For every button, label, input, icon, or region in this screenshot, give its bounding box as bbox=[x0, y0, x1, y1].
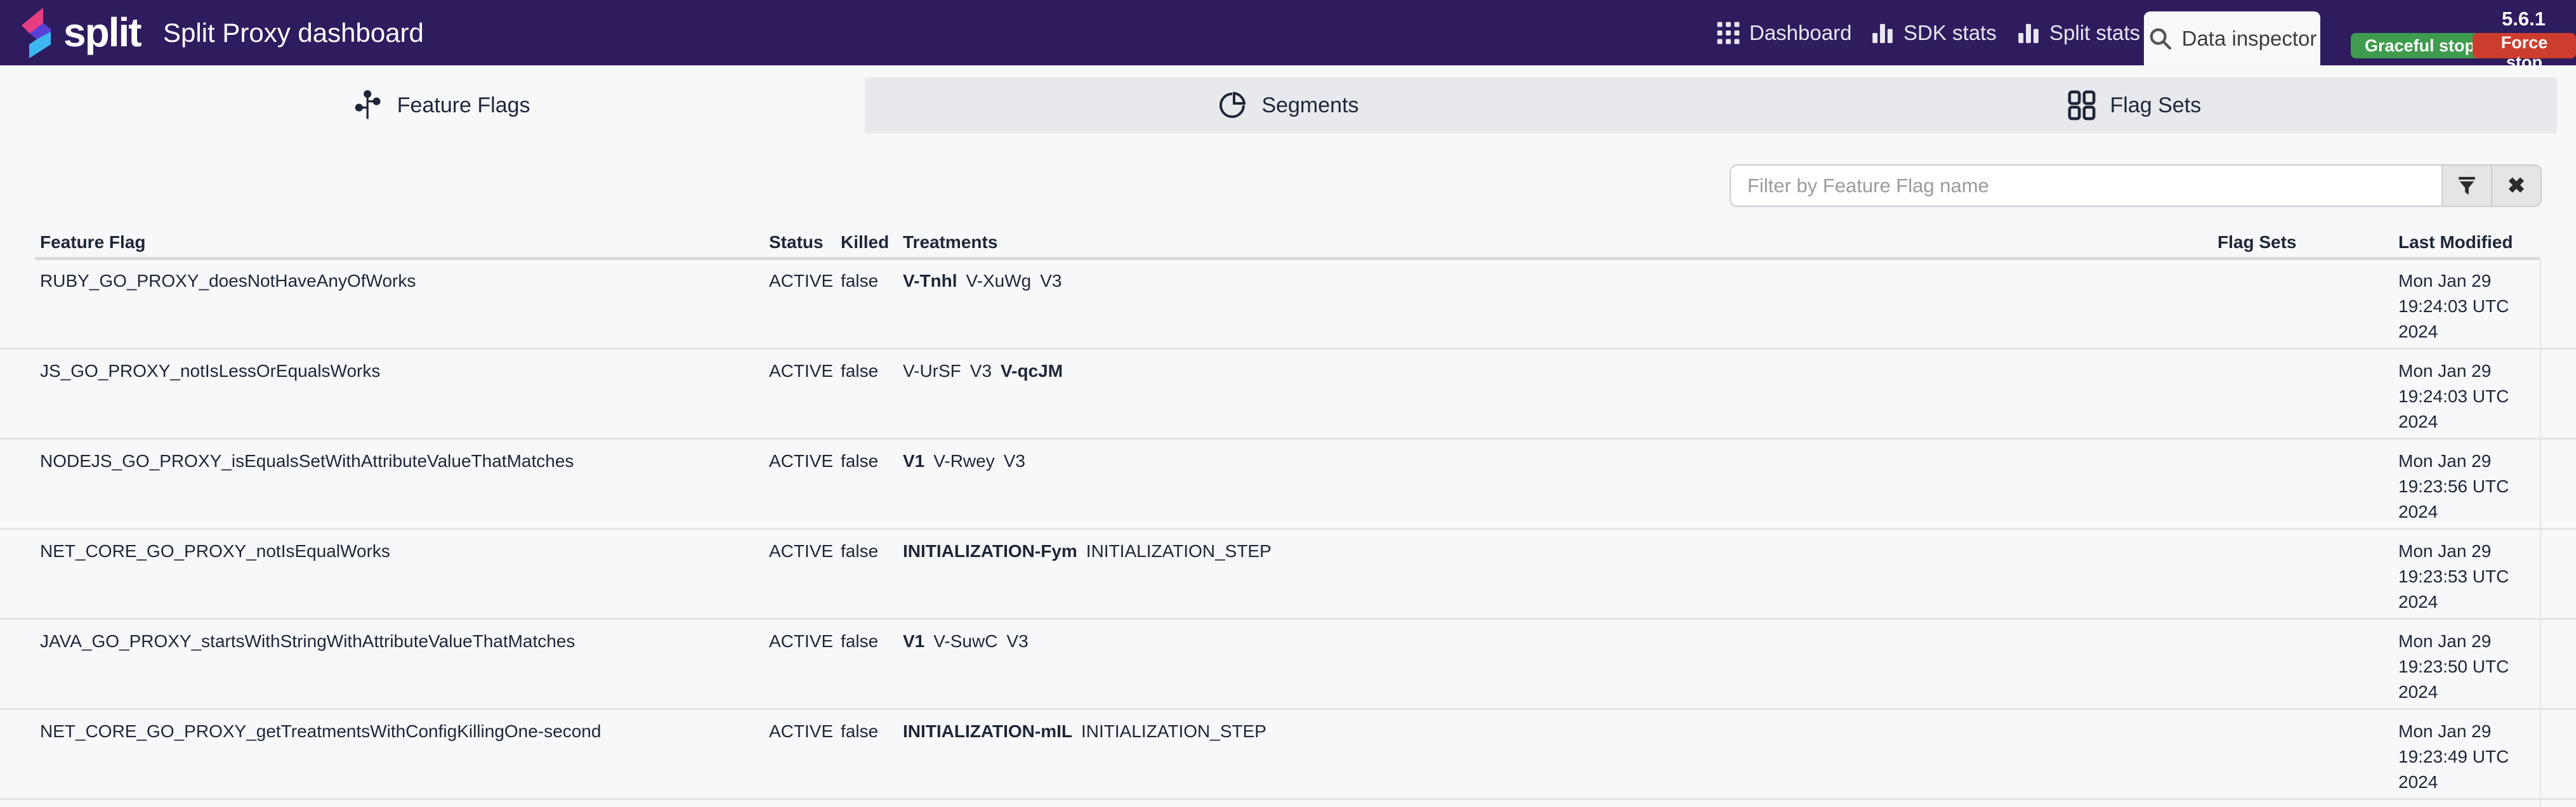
killed-value: false bbox=[841, 631, 879, 651]
feature-flag-name: NET_CORE_GO_PROXY_notIsEqualWorks bbox=[40, 541, 390, 561]
treatments-cell: V1 V-Rwey V3 bbox=[903, 449, 1034, 474]
table-row: NET_CORE_GO_PROXY_notIsEqualWorks ACTIVE f… bbox=[0, 530, 2576, 620]
table-header-divider bbox=[35, 257, 2540, 260]
treatment-token: V-SuwC bbox=[933, 631, 998, 651]
treatment-token: V3 bbox=[1003, 451, 1025, 471]
treatment-token: V-XuWg bbox=[966, 271, 1032, 291]
branch-icon bbox=[355, 90, 381, 119]
nav-label: SDK stats bbox=[1903, 20, 1997, 44]
grid-2x2-icon bbox=[2068, 90, 2095, 121]
treatment-token: INITIALIZATION-Fym bbox=[903, 541, 1077, 561]
table-header-row: Feature Flag Status Killed Treatments Fl… bbox=[0, 221, 2576, 257]
version-label: 5.6.1 bbox=[2502, 8, 2546, 30]
tab-label: Segments bbox=[1261, 93, 1359, 117]
nav-item-dashboard[interactable]: Dashboard bbox=[1716, 0, 1851, 65]
status-value: ACTIVE bbox=[769, 541, 834, 561]
column-header-feature-flag: Feature Flag bbox=[40, 232, 146, 252]
treatments-cell: V-UrSF V3 V-qcJM bbox=[903, 358, 1072, 384]
treatments-cell: INITIALIZATION-Fym INITIALIZATION_STEP bbox=[903, 539, 1280, 564]
last-modified-cell: Mon Jan 29 19:24:03 UTC 2024 bbox=[2398, 271, 2509, 341]
treatment-token: INITIALIZATION-mIL bbox=[903, 721, 1072, 741]
section-tabs: Feature Flags Segments Flag Sets bbox=[19, 77, 2557, 133]
close-icon: ✖ bbox=[2507, 173, 2526, 198]
killed-value: false bbox=[841, 721, 879, 741]
feature-flag-name: NET_CORE_GO_PROXY_getTreatmentsWithConfi… bbox=[40, 721, 601, 741]
killed-value: false bbox=[841, 271, 879, 291]
funnel-icon bbox=[2459, 176, 2475, 195]
status-value: ACTIVE bbox=[769, 271, 834, 291]
column-header-status: Status bbox=[769, 232, 824, 252]
nav-label: Data inspector bbox=[2181, 26, 2317, 50]
clear-filter-button[interactable]: ✖ bbox=[2491, 166, 2540, 206]
grid-icon bbox=[1717, 22, 1740, 44]
feature-flag-filter-group: ✖ bbox=[1730, 164, 2542, 207]
treatment-token: V1 bbox=[903, 451, 925, 471]
treatment-token: V-UrSF bbox=[903, 361, 961, 381]
column-header-killed: Killed bbox=[841, 232, 890, 252]
tab-segments[interactable]: Segments bbox=[865, 77, 1711, 133]
treatment-token: V3 bbox=[1006, 631, 1028, 651]
column-header-treatments: Treatments bbox=[903, 232, 998, 252]
tab-flag-sets[interactable]: Flag Sets bbox=[1711, 77, 2557, 133]
killed-value: false bbox=[841, 541, 879, 561]
nav-label: Dashboard bbox=[1749, 20, 1852, 44]
top-header: split Split Proxy dashboard Dashboard SD… bbox=[0, 0, 2576, 72]
treatment-token: INITIALIZATION_STEP bbox=[1081, 721, 1266, 741]
nav-item-data-inspector[interactable]: Data inspector bbox=[2144, 11, 2320, 65]
last-modified-cell: Mon Jan 29 19:23:49 UTC 2024 bbox=[2398, 721, 2509, 792]
last-modified-cell: Mon Jan 29 19:23:50 UTC 2024 bbox=[2398, 631, 2509, 702]
status-value: ACTIVE bbox=[769, 451, 834, 471]
nav-item-split-stats[interactable]: Split stats bbox=[2016, 0, 2140, 65]
table-row: NET_CORE_GO_PROXY_getTreatmentsWithConfi… bbox=[0, 710, 2576, 800]
treatment-token: V-Tnhl bbox=[903, 271, 957, 291]
tab-label: Feature Flags bbox=[397, 93, 530, 117]
tab-feature-flags[interactable]: Feature Flags bbox=[19, 77, 865, 133]
filter-input[interactable] bbox=[1731, 166, 2441, 206]
treatment-token: V3 bbox=[1040, 271, 1062, 291]
table-right-border bbox=[2540, 257, 2541, 807]
split-logo-icon bbox=[22, 8, 51, 58]
split-logo: split bbox=[13, 5, 142, 60]
apply-filter-button[interactable] bbox=[2441, 166, 2491, 206]
status-value: ACTIVE bbox=[769, 721, 834, 741]
treatments-cell: V-Tnhl V-XuWg V3 bbox=[903, 268, 1071, 294]
pie-chart-icon bbox=[1219, 91, 1246, 118]
treatment-token: V1 bbox=[903, 631, 925, 651]
tab-label: Flag Sets bbox=[2110, 93, 2202, 117]
page-title: Split Proxy dashboard bbox=[163, 18, 424, 48]
nav-label: Split stats bbox=[2049, 20, 2141, 44]
feature-flag-name: JAVA_GO_PROXY_startsWithStringWithAttrib… bbox=[40, 631, 575, 651]
split-wordmark: split bbox=[63, 10, 142, 55]
treatment-token: INITIALIZATION_STEP bbox=[1086, 541, 1272, 561]
last-modified-cell: Mon Jan 29 19:23:53 UTC 2024 bbox=[2398, 541, 2509, 612]
bar-chart-icon bbox=[2018, 23, 2039, 43]
killed-value: false bbox=[841, 451, 879, 471]
graceful-stop-button[interactable]: Graceful stop bbox=[2351, 33, 2490, 58]
column-header-last-modified: Last Modified bbox=[2398, 232, 2513, 252]
last-modified-cell: Mon Jan 29 19:23:56 UTC 2024 bbox=[2398, 451, 2509, 522]
table-row: NODEJS_GO_PROXY_isEqualsSetWithAttribute… bbox=[0, 440, 2576, 530]
table-row: RUBY_GO_PROXY_doesNotHaveAnyOfWorks ACTIV… bbox=[0, 259, 2576, 350]
feature-flag-name: NODEJS_GO_PROXY_isEqualsSetWithAttribute… bbox=[40, 451, 574, 471]
treatment-token: V3 bbox=[969, 361, 992, 381]
feature-flag-name: JS_GO_PROXY_notIsLessOrEqualsWorks bbox=[40, 361, 381, 381]
status-value: ACTIVE bbox=[769, 361, 834, 381]
column-header-flag-sets: Flag Sets bbox=[2218, 232, 2297, 252]
last-modified-cell: Mon Jan 29 19:24:03 UTC 2024 bbox=[2398, 361, 2509, 431]
force-stop-button[interactable]: Force stop bbox=[2473, 33, 2576, 72]
status-value: ACTIVE bbox=[769, 631, 834, 651]
treatments-cell: INITIALIZATION-mIL INITIALIZATION_STEP bbox=[903, 719, 1275, 744]
table-row: JS_GO_PROXY_notIsLessOrEqualsWorks ACTIVE… bbox=[0, 350, 2576, 440]
table-row: JAVA_GO_PROXY_startsWithStringWithAttrib… bbox=[0, 620, 2576, 710]
nav-item-sdk-stats[interactable]: SDK stats bbox=[1870, 0, 1997, 65]
treatments-cell: V1 V-SuwC V3 bbox=[903, 629, 1037, 654]
treatment-token: V-qcJM bbox=[1001, 361, 1063, 381]
search-icon bbox=[2150, 28, 2171, 49]
treatment-token: V-Rwey bbox=[933, 451, 995, 471]
killed-value: false bbox=[841, 361, 879, 381]
feature-flag-name: RUBY_GO_PROXY_doesNotHaveAnyOfWorks bbox=[40, 271, 416, 291]
bar-chart-icon bbox=[1872, 23, 1893, 43]
